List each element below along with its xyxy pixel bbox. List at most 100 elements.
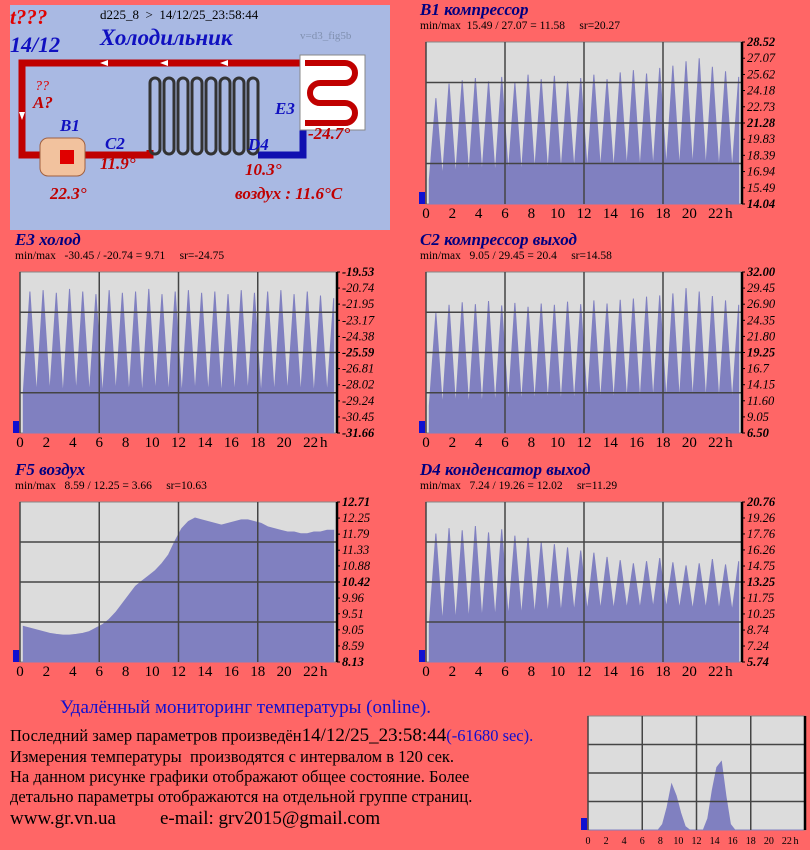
x-tick-label: 10 <box>145 435 160 451</box>
x-tick-label: 14 <box>603 664 619 680</box>
x-tick-label: 4 <box>475 206 483 222</box>
version: v=d3_fig5b <box>300 30 352 42</box>
x-tick-label: 14 <box>603 206 619 222</box>
y-tick-label: 27.07 <box>747 51 776 65</box>
y-tick-label: 14.75 <box>747 559 775 573</box>
y-tick-label: 28.52 <box>746 35 775 49</box>
y-tick-label: 14.15 <box>747 378 775 392</box>
chart-title: F5 воздух <box>14 460 86 479</box>
x-tick-label: 2 <box>604 836 609 847</box>
x-tick-label: 0 <box>422 435 430 451</box>
x-tick-label: 14 <box>197 664 213 680</box>
footer-line: На данном рисунке графики отображают общ… <box>10 767 470 786</box>
chart-title: E3 холод <box>14 230 81 249</box>
x-tick-label: 0 <box>16 435 24 451</box>
y-tick-label: 29.45 <box>747 281 775 295</box>
x-tick-label: 6 <box>640 836 645 847</box>
y-tick-label: 5.74 <box>747 655 769 669</box>
x-tick-label: 16 <box>728 836 738 847</box>
x-tick-label: 8 <box>528 664 536 680</box>
x-tick-label: 2 <box>43 435 51 451</box>
x-tick-label: 4 <box>69 664 77 680</box>
y-tick-label: 21.28 <box>746 116 776 130</box>
marker <box>13 650 19 662</box>
y-tick-label: 13.25 <box>747 575 775 589</box>
footer-time: 14/12/25_23:58:44 <box>301 725 447 746</box>
y-tick-label: 8.13 <box>342 655 364 669</box>
x-tick-label: 6 <box>96 435 104 451</box>
x-tick-label: 18 <box>250 664 265 680</box>
footer-line: детально параметры отображаются на отдел… <box>10 787 473 806</box>
y-tick-label: -24.38 <box>342 329 375 343</box>
x-tick-label: 10 <box>673 836 683 847</box>
y-tick-label: 18.39 <box>747 148 776 162</box>
x-tick-label: 14 <box>197 435 213 451</box>
pipe <box>258 130 307 159</box>
y-tick-label: 11.75 <box>747 591 774 605</box>
x-tick-label: 22 <box>708 206 723 222</box>
x-tick-label: 22 <box>708 435 723 451</box>
x-tick-label: 4 <box>69 435 77 451</box>
y-tick-label: 14.04 <box>747 197 775 211</box>
y-tick-label: -23.17 <box>342 313 375 327</box>
y-tick-label: 12.71 <box>342 495 370 509</box>
y-tick-label: 10.88 <box>342 559 371 573</box>
y-tick-label: 20.76 <box>746 495 776 509</box>
x-tick-label: 12 <box>171 664 186 680</box>
x-axis-label: h <box>725 206 733 222</box>
x-tick-label: 6 <box>501 435 509 451</box>
x-tick-label: 12 <box>692 836 702 847</box>
y-tick-label: 7.24 <box>747 639 769 653</box>
x-tick-label: 12 <box>577 206 592 222</box>
x-tick-label: 10 <box>145 664 160 680</box>
footer-line: Измерения температуры производятся с инт… <box>10 747 455 766</box>
footer-site: www.gr.vn.ua <box>10 808 116 829</box>
sensor-value: 10.3° <box>245 160 282 179</box>
y-tick-label: -19.53 <box>342 265 374 279</box>
y-tick-label: 9.05 <box>747 410 769 424</box>
y-tick-label: -30.45 <box>342 410 374 424</box>
x-tick-label: 12 <box>171 435 186 451</box>
y-tick-label: 26.90 <box>747 297 776 311</box>
y-tick-label: -31.66 <box>342 426 375 440</box>
date: 14/12 <box>10 32 60 57</box>
x-tick-label: 0 <box>422 664 430 680</box>
y-tick-label: -28.02 <box>342 378 374 392</box>
x-tick-label: 8 <box>658 836 663 847</box>
x-tick-label: 18 <box>656 435 671 451</box>
sensor-label: A? <box>32 93 53 112</box>
y-tick-label: 24.35 <box>747 313 775 327</box>
x-tick-label: 16 <box>629 435 645 451</box>
x-tick-label: 20 <box>764 836 774 847</box>
x-tick-label: 16 <box>629 664 645 680</box>
x-tick-label: 22 <box>708 664 723 680</box>
y-tick-label: 15.49 <box>747 181 776 195</box>
y-tick-label: 19.25 <box>747 346 775 360</box>
x-tick-label: 20 <box>682 435 697 451</box>
y-tick-label: -26.81 <box>342 362 374 376</box>
x-axis-label: h <box>320 664 328 680</box>
x-tick-label: 8 <box>528 435 536 451</box>
x-tick-label: 10 <box>550 435 565 451</box>
x-axis-label: h <box>725 435 733 451</box>
y-tick-label: -21.95 <box>342 297 374 311</box>
x-tick-label: 8 <box>528 206 536 222</box>
marker <box>419 192 425 204</box>
chart-title: D4 конденсатор выход <box>419 460 591 479</box>
chart-title: C2 компрессор выход <box>420 230 577 249</box>
chart-subtitle: min/max 8.59 / 12.25 = 3.66 sr=10.63 <box>15 480 207 492</box>
marker <box>581 818 587 830</box>
x-tick-label: 0 <box>16 664 24 680</box>
x-tick-label: 12 <box>577 664 592 680</box>
air-temp: воздух : 11.6°C <box>235 184 343 203</box>
x-tick-label: 10 <box>550 206 565 222</box>
y-tick-label: 12.25 <box>342 511 370 525</box>
x-tick-label: 2 <box>43 664 51 680</box>
x-tick-label: 4 <box>475 435 483 451</box>
x-tick-label: 2 <box>449 206 457 222</box>
x-tick-label: 20 <box>682 664 697 680</box>
sensor-label: B1 <box>59 116 80 135</box>
y-tick-label: -25.59 <box>342 345 375 359</box>
y-tick-label: 9.96 <box>342 591 365 605</box>
flow-arrows <box>19 60 228 120</box>
